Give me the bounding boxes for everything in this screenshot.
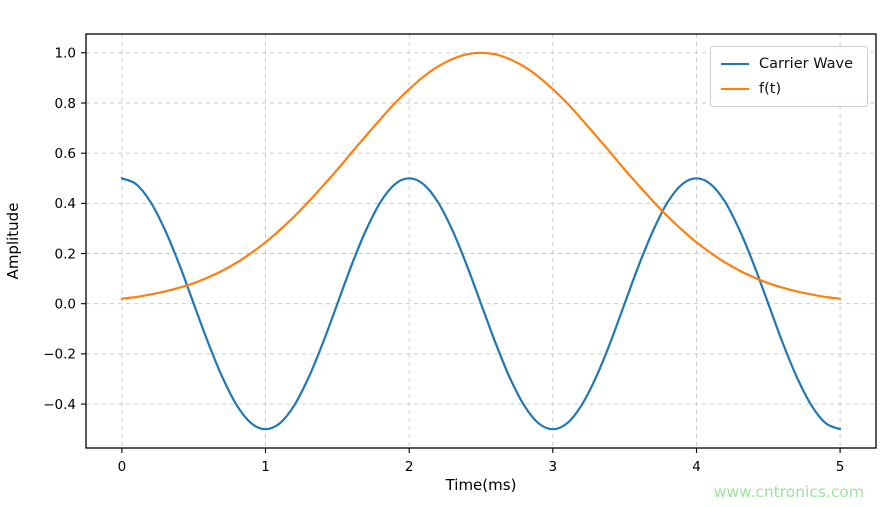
y-tick-label: 0.0 <box>55 297 76 313</box>
y-tick-label: −0.4 <box>43 397 76 413</box>
x-tick-label: 2 <box>405 459 414 475</box>
watermark: www.cntronics.com <box>714 483 864 501</box>
y-tick-label: 0.2 <box>55 246 76 262</box>
legend-entry-carrier-wave: Carrier Wave <box>721 56 853 72</box>
x-tick-label: 3 <box>549 459 558 475</box>
y-tick-label: 0.8 <box>55 96 76 112</box>
tick-layer: 0 1 2 3 4 5 −0.4 −0.2 0.0 0.2 0.4 0.6 0.8 1.0 <box>43 46 844 475</box>
legend: Carrier Wave f(t) <box>710 46 868 107</box>
x-tick-label: 1 <box>261 459 270 475</box>
x-tick-label: 0 <box>118 459 127 475</box>
legend-entry-ft: f(t) <box>721 81 853 97</box>
legend-line-sample-carrier <box>721 62 749 66</box>
y-tick-label: 1.0 <box>55 46 76 62</box>
x-axis-label: Time(ms) <box>445 476 517 494</box>
y-tick-label: 0.6 <box>55 146 76 162</box>
legend-label-carrier: Carrier Wave <box>759 56 853 72</box>
y-tick-label: −0.2 <box>43 347 76 363</box>
x-tick-label: 5 <box>836 459 845 475</box>
legend-line-sample-ft <box>721 87 749 91</box>
axes-layer <box>85 33 877 449</box>
axes-frame <box>85 33 877 449</box>
legend-label-ft: f(t) <box>759 81 782 97</box>
series-line-0 <box>120 177 842 431</box>
series-layer <box>120 51 842 431</box>
y-tick-label: 0.4 <box>55 196 76 212</box>
x-tick-label: 4 <box>692 459 701 475</box>
y-axis-label: Amplitude <box>4 203 22 280</box>
series-line-1 <box>120 51 842 300</box>
